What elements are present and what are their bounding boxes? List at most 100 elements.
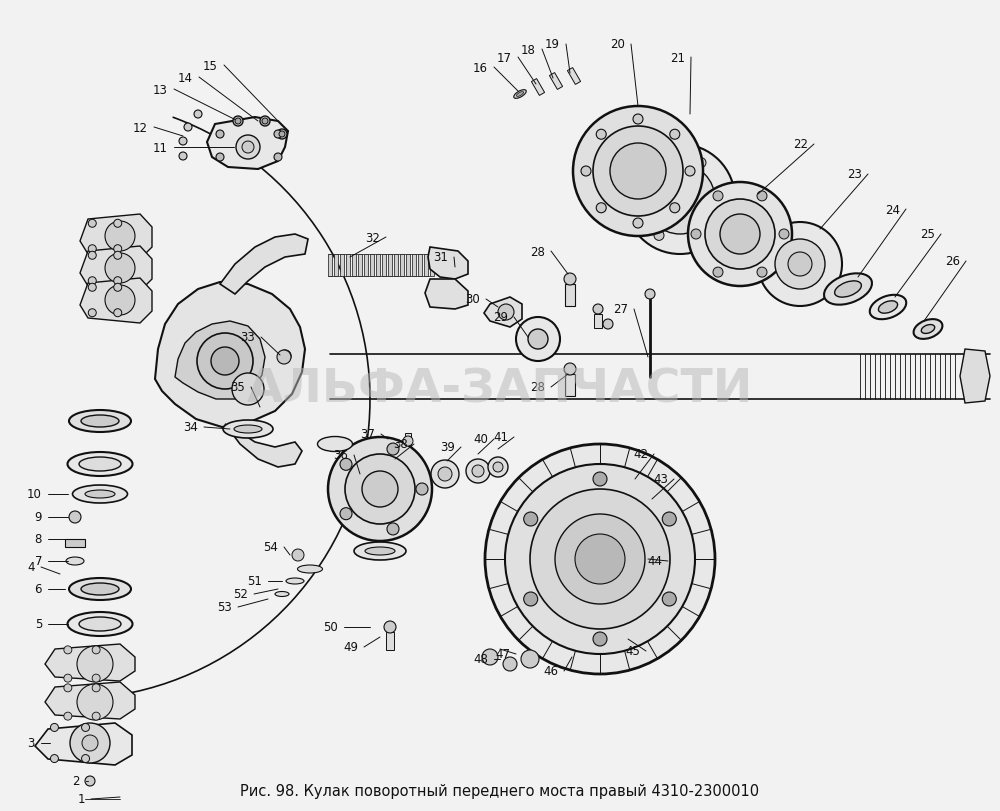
Ellipse shape — [69, 578, 131, 600]
Circle shape — [713, 191, 723, 202]
Circle shape — [279, 350, 291, 363]
Circle shape — [757, 191, 767, 202]
Circle shape — [670, 204, 680, 213]
Ellipse shape — [365, 547, 395, 556]
Circle shape — [530, 489, 670, 629]
Text: АЛЬФА-ЗАПЧАСТИ: АЛЬФА-ЗАПЧАСТИ — [247, 367, 753, 412]
Circle shape — [387, 523, 399, 535]
Bar — [376, 255, 380, 277]
Ellipse shape — [286, 578, 304, 584]
Circle shape — [633, 219, 643, 229]
Text: 5: 5 — [35, 618, 42, 631]
Ellipse shape — [275, 592, 289, 597]
Circle shape — [69, 512, 81, 523]
Text: 25: 25 — [920, 228, 935, 241]
Circle shape — [88, 246, 96, 253]
Ellipse shape — [68, 453, 133, 476]
Text: 18: 18 — [521, 44, 536, 57]
Bar — [430, 255, 434, 277]
Circle shape — [114, 309, 122, 317]
Circle shape — [593, 633, 607, 646]
Bar — [400, 255, 404, 277]
Text: 43: 43 — [653, 473, 668, 486]
Text: 2: 2 — [73, 775, 80, 787]
Text: 40: 40 — [473, 433, 488, 446]
Text: 12: 12 — [133, 122, 148, 135]
Text: 37: 37 — [360, 428, 375, 441]
Ellipse shape — [66, 557, 84, 565]
Circle shape — [670, 130, 680, 140]
Circle shape — [524, 592, 538, 607]
Circle shape — [92, 674, 100, 682]
Text: 17: 17 — [497, 51, 512, 64]
Circle shape — [274, 131, 282, 139]
Ellipse shape — [878, 302, 898, 314]
Bar — [65, 539, 85, 547]
Polygon shape — [80, 215, 152, 260]
Circle shape — [498, 305, 514, 320]
Circle shape — [88, 277, 96, 285]
Circle shape — [340, 459, 352, 470]
Bar — [346, 255, 350, 277]
Circle shape — [64, 646, 72, 654]
Circle shape — [114, 220, 122, 228]
Polygon shape — [175, 322, 265, 400]
Circle shape — [654, 231, 664, 241]
Ellipse shape — [81, 583, 119, 595]
Text: 44: 44 — [647, 555, 662, 568]
Text: 14: 14 — [178, 71, 193, 84]
Circle shape — [387, 444, 399, 456]
Ellipse shape — [223, 420, 273, 439]
Circle shape — [717, 195, 727, 204]
Circle shape — [779, 230, 789, 240]
Circle shape — [70, 723, 110, 763]
Circle shape — [384, 621, 396, 633]
Text: 30: 30 — [465, 293, 480, 306]
Circle shape — [528, 329, 548, 350]
Circle shape — [216, 131, 224, 139]
Circle shape — [64, 684, 72, 692]
Text: 35: 35 — [230, 381, 245, 394]
Bar — [370, 255, 374, 277]
Text: 3: 3 — [28, 736, 35, 749]
Bar — [382, 255, 386, 277]
Circle shape — [179, 138, 187, 146]
Ellipse shape — [835, 281, 861, 298]
Circle shape — [85, 776, 95, 786]
Circle shape — [564, 273, 576, 285]
Text: 27: 27 — [613, 303, 628, 316]
Circle shape — [88, 220, 96, 228]
Circle shape — [92, 684, 100, 692]
Polygon shape — [155, 283, 305, 427]
Circle shape — [713, 268, 723, 277]
Circle shape — [235, 119, 241, 125]
Circle shape — [179, 152, 187, 161]
Circle shape — [720, 215, 760, 255]
Circle shape — [340, 508, 352, 520]
Text: 34: 34 — [183, 421, 198, 434]
Circle shape — [431, 461, 459, 488]
Text: 48: 48 — [473, 653, 488, 666]
Circle shape — [524, 513, 538, 526]
Circle shape — [345, 454, 415, 525]
Circle shape — [555, 514, 645, 604]
Ellipse shape — [514, 91, 526, 99]
Text: 38: 38 — [393, 438, 408, 451]
Circle shape — [633, 195, 643, 204]
Ellipse shape — [234, 426, 262, 433]
Bar — [358, 255, 362, 277]
Circle shape — [232, 374, 264, 406]
Circle shape — [105, 254, 135, 284]
Circle shape — [105, 285, 135, 315]
Text: 15: 15 — [203, 59, 218, 72]
Ellipse shape — [824, 274, 872, 305]
Ellipse shape — [870, 295, 906, 320]
Circle shape — [645, 165, 715, 234]
Text: 28: 28 — [530, 245, 545, 258]
Ellipse shape — [68, 612, 133, 636]
Circle shape — [262, 119, 268, 125]
Circle shape — [92, 646, 100, 654]
Circle shape — [88, 252, 96, 260]
Polygon shape — [484, 298, 522, 328]
Circle shape — [77, 684, 113, 720]
